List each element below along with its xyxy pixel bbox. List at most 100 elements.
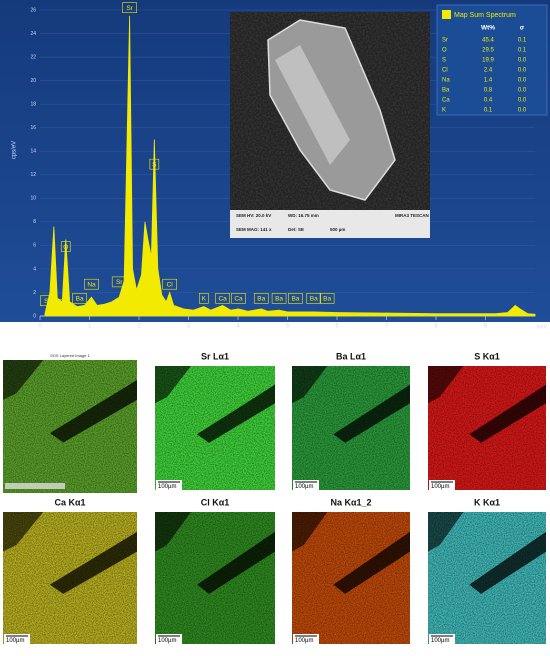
map-shadow — [292, 366, 328, 404]
y-tick-label: 14 — [30, 149, 36, 155]
y-tick-label: 10 — [30, 196, 36, 202]
crystal-face — [275, 45, 350, 165]
y-tick-label: 16 — [30, 125, 36, 131]
peak-label: Ba — [291, 296, 299, 303]
map-shadow — [428, 512, 464, 552]
peak-label-box — [111, 276, 127, 288]
y-tick-label: 20 — [30, 78, 36, 84]
sem-info: 500 µm — [330, 227, 345, 232]
x-tick-label: 5 — [286, 324, 290, 330]
map-title: EDS Layered Image 1 — [50, 353, 90, 358]
map-shadow — [3, 360, 44, 400]
table-cell: 0.0 — [518, 108, 527, 114]
y-tick-label: 8 — [33, 219, 36, 225]
x-tick-label: 0 — [38, 324, 42, 330]
peak-label: Ca — [218, 296, 227, 303]
peak-label: Ba — [257, 296, 265, 303]
peak-label-box — [199, 293, 209, 304]
peak-label-box — [288, 293, 303, 304]
table-box — [436, 4, 548, 116]
table-header: Wt% — [481, 25, 495, 32]
peak-label-box — [271, 293, 287, 304]
spectrum-area — [44, 15, 536, 317]
x-tick-label: 4 — [236, 324, 240, 330]
peak-label-box — [319, 293, 335, 304]
peak-label: Sr — [126, 5, 133, 12]
peak-label-box — [149, 158, 160, 170]
map-title: Ca Kα1 — [54, 497, 85, 507]
map-shadow — [49, 379, 137, 443]
peak-label: Sr — [44, 298, 51, 305]
map-shadow — [469, 384, 546, 443]
peak-label: Cl — [167, 281, 174, 288]
scale-label: 100µm — [158, 484, 176, 490]
peak-label-box — [162, 278, 177, 290]
peak-label: Ca — [234, 296, 243, 303]
table-cell: 0.0 — [518, 88, 527, 94]
x-tick-label: 2 — [137, 324, 141, 330]
scale-label: 100µm — [431, 484, 449, 490]
peak-label: Ba — [310, 296, 318, 303]
x-tick-label: 1 — [88, 324, 92, 330]
table-cell: O — [442, 48, 447, 54]
table-cell: 0.0 — [518, 68, 527, 74]
map-title: Sr Lα1 — [201, 351, 229, 361]
peak-label-box — [84, 278, 99, 290]
table-header: σ — [520, 25, 525, 32]
map-title: K Kα1 — [474, 497, 500, 507]
table-cell: Cl — [442, 68, 448, 74]
y-tick-label: 18 — [30, 101, 36, 107]
table-cell: 0.4 — [484, 98, 493, 104]
x-axis-label: keV — [537, 325, 547, 331]
table-cell: 0.0 — [518, 78, 527, 84]
sem-info-bar — [230, 210, 430, 238]
sem-info: WD: 16.75 mm — [288, 213, 319, 218]
map-shadow — [197, 531, 275, 594]
x-tick-label: 3 — [187, 324, 191, 330]
map-legend-strip — [5, 483, 65, 489]
scale-label: 100µm — [6, 638, 24, 644]
map-shadow — [49, 531, 137, 594]
scale-bar-box — [293, 634, 319, 644]
peak-label: Ba — [275, 296, 283, 303]
x-tick-label: 9 — [484, 324, 488, 330]
table-cell: Na — [442, 78, 450, 84]
map-shadow — [469, 531, 546, 594]
table-cell: S — [442, 58, 446, 64]
peak-label: Ba — [76, 296, 84, 303]
peak-label: O — [63, 244, 68, 251]
y-tick-label: 26 — [30, 7, 36, 13]
map-title: Cl Kα1 — [201, 497, 230, 507]
table-cell: K — [442, 108, 446, 114]
map-shadow — [155, 366, 191, 404]
map-shadow — [428, 366, 464, 404]
element-maps: EDS Layered Image 1 Sr Lα1 100µm Ba Lα1 100µ… — [3, 351, 546, 644]
peak-label: Ca — [53, 301, 62, 308]
table-cell: 0.1 — [518, 38, 527, 44]
y-tick-label: 24 — [30, 31, 36, 37]
map-title: Ba Lα1 — [336, 351, 366, 361]
peak-label: S — [152, 161, 157, 168]
y-tick-label: 2 — [33, 290, 36, 296]
scale-bar-box — [429, 480, 455, 490]
peak-label-box — [60, 241, 71, 252]
map-title: Na Kα1_2 — [330, 497, 371, 507]
peak-label: Sr — [116, 279, 123, 286]
scale-label: 100µm — [158, 638, 176, 644]
table-cell: Sr — [442, 38, 448, 44]
table-cell: 29.5 — [482, 48, 494, 54]
sem-info: Det: SE — [288, 227, 304, 232]
table-cell: 0.1 — [484, 108, 493, 114]
peak-label-box — [40, 295, 55, 307]
map-title: S Kα1 — [474, 351, 500, 361]
scale-bar-box — [156, 480, 182, 490]
map-shadow — [333, 531, 410, 594]
results-table: Map Sum Spectrum Wt% σ Sr 45.4 0.1 O 29.5 0.1 S 1… — [436, 4, 548, 116]
scale-label: 100µm — [431, 638, 449, 644]
table-cell: 19.9 — [482, 58, 494, 64]
table-cell: 0.1 — [518, 48, 527, 54]
peak-label: Na — [87, 281, 96, 288]
peak-label-box — [306, 293, 322, 304]
table-cell: Ca — [442, 98, 450, 104]
map-shadow — [3, 512, 44, 552]
